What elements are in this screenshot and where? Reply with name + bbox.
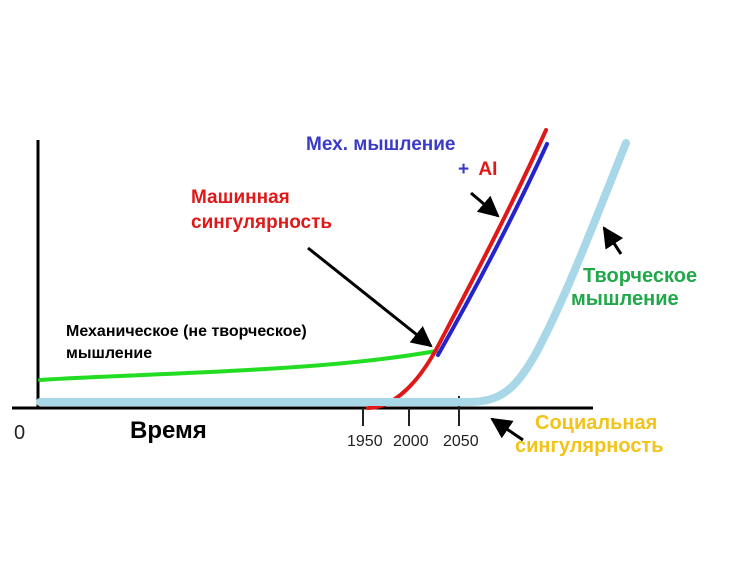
mech-plus-ai-curve bbox=[436, 142, 549, 357]
social-singularity-line1: Социальная bbox=[535, 412, 658, 434]
tick-label-2050: 2050 bbox=[443, 433, 479, 450]
arrow-to-machine-singularity bbox=[307, 246, 433, 348]
arrow-to-social-singularity bbox=[490, 417, 524, 442]
ai-label: AI bbox=[478, 158, 498, 180]
creative-thinking-line1: Творческое bbox=[583, 265, 698, 287]
x-axis-title: Время bbox=[130, 417, 207, 444]
machine-singularity-label: Машинная сингулярность bbox=[191, 187, 332, 234]
creative-thinking-line2: мышление bbox=[571, 288, 679, 310]
tick-label-2000: 2000 bbox=[393, 433, 429, 450]
mech-thinking-plus-ai-label: Мех. мышление + AI bbox=[306, 134, 497, 181]
origin-label: 0 bbox=[14, 422, 26, 444]
mechanical-thinking-line2: мышление bbox=[66, 345, 153, 363]
arrow-to-mech-ai-curve bbox=[470, 191, 500, 218]
machine-singularity-curve bbox=[366, 128, 548, 410]
mechanical-thinking-label: Механическое (не творческое) мышление bbox=[66, 323, 307, 364]
social-singularity-label: Социальная сингулярность bbox=[515, 412, 664, 458]
creative-thinking-curve bbox=[36, 139, 630, 406]
plus-ai-line: + AI bbox=[306, 159, 497, 181]
machine-singularity-line1: Машинная bbox=[191, 187, 290, 208]
mech-thinking-line: Мех. мышление bbox=[306, 134, 456, 155]
tick-label-1950: 1950 bbox=[347, 433, 383, 450]
arrow-to-creative-curve bbox=[602, 226, 624, 255]
creative-thinking-label: Творческое мышление bbox=[571, 265, 697, 311]
mechanical-thinking-line1: Механическое (не творческое) bbox=[66, 323, 307, 340]
mechanical-thinking-curve bbox=[38, 349, 438, 382]
plus-sign: + bbox=[458, 158, 470, 180]
social-singularity-line2: сингулярность bbox=[515, 435, 664, 457]
machine-singularity-line2: сингулярность bbox=[191, 211, 333, 233]
